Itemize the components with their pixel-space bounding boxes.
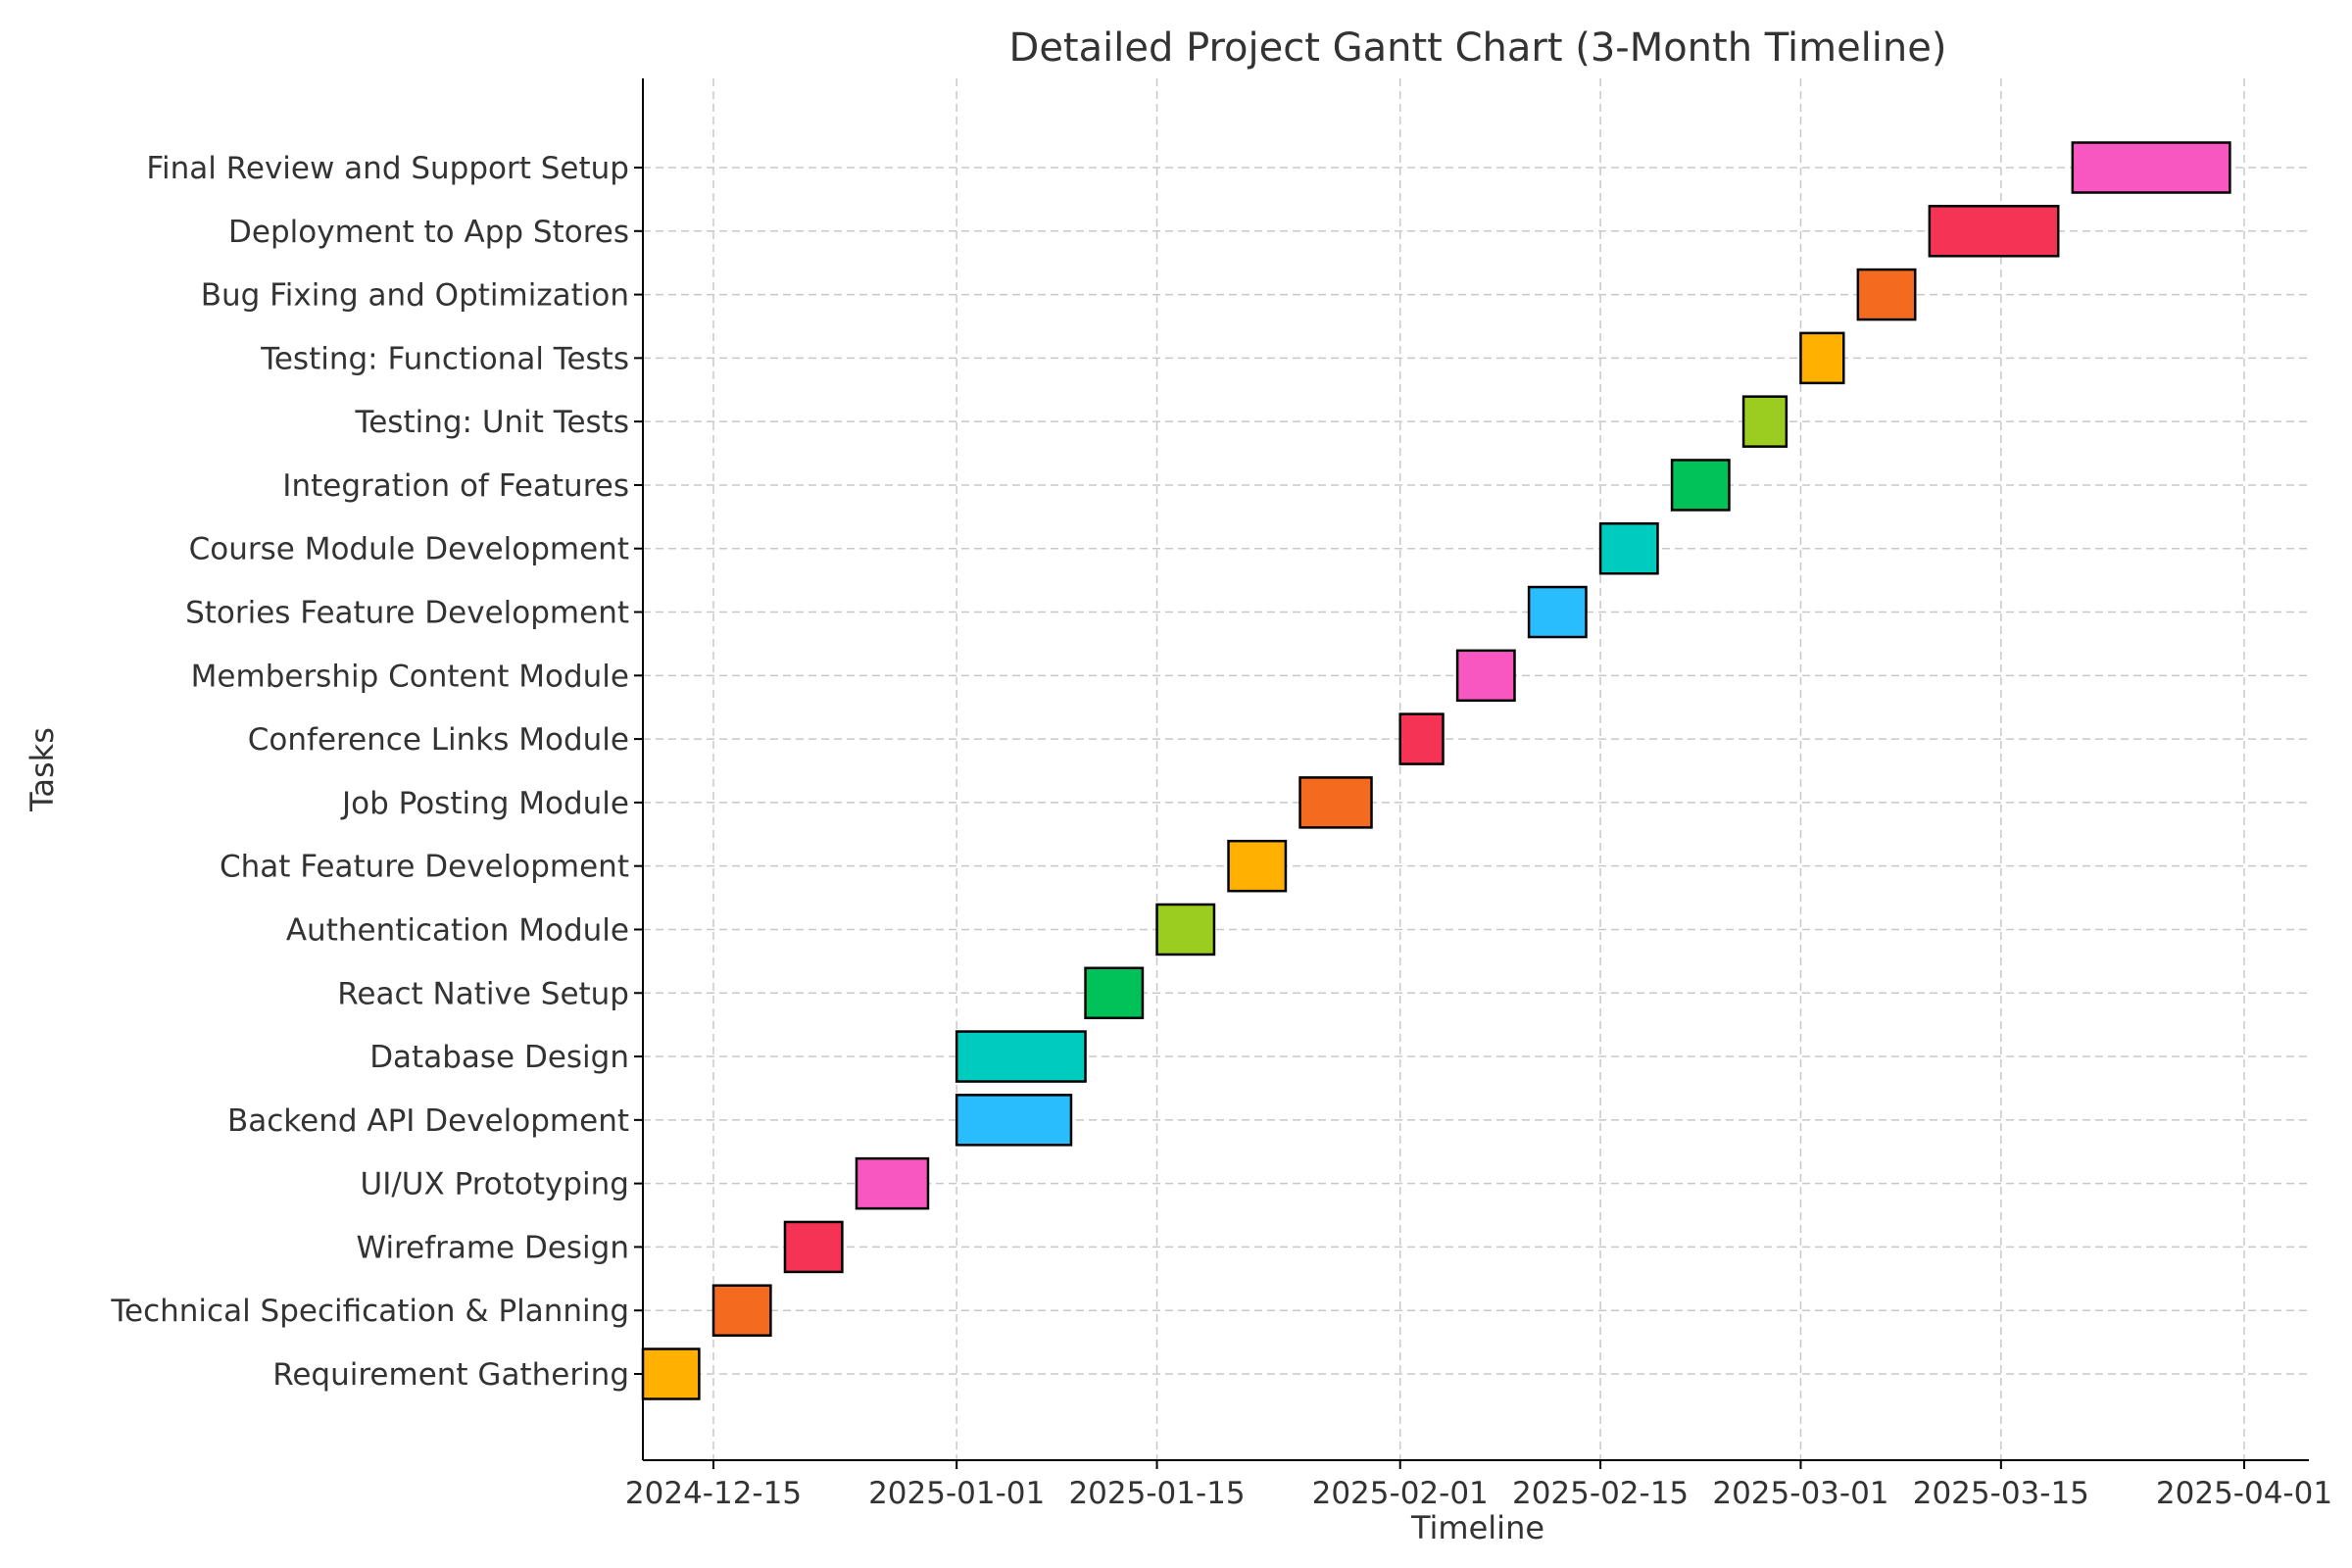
- y-tick-label: Stories Feature Development: [185, 596, 629, 631]
- y-tick-label: Course Module Development: [189, 532, 629, 567]
- task-bar: [713, 1286, 770, 1336]
- x-axis-label: Timeline: [1410, 1509, 1544, 1546]
- y-tick-label: Integration of Features: [282, 468, 629, 504]
- x-tick-label: 2025-04-01: [2156, 1476, 2332, 1511]
- task-bar: [1529, 587, 1586, 637]
- task-bar: [643, 1349, 699, 1399]
- bar-layer: [643, 143, 2230, 1399]
- task-bar: [1930, 206, 2058, 256]
- chart-title: Detailed Project Gantt Chart (3-Month Ti…: [1009, 25, 1947, 71]
- y-tick-label: Technical Specification & Planning: [110, 1294, 629, 1329]
- y-tick-label: Authentication Module: [286, 912, 629, 948]
- task-bar: [1300, 777, 1372, 827]
- y-tick-label: React Native Setup: [337, 976, 629, 1011]
- task-bar: [1157, 905, 1214, 955]
- task-bar: [956, 1032, 1085, 1082]
- task-bar: [1800, 333, 1843, 383]
- y-tick-label: Bug Fixing and Optimization: [201, 278, 629, 314]
- axis-layer: 2024-12-15 2025-01-01 2025-01-15 2025-02-01…: [110, 78, 2332, 1511]
- task-bar: [1086, 968, 1143, 1018]
- task-bar: [1672, 460, 1729, 510]
- y-tick-label: Wireframe Design: [356, 1230, 629, 1265]
- y-tick-label: Requirement Gathering: [272, 1357, 629, 1393]
- y-tick-label: Deployment to App Stores: [228, 215, 629, 250]
- y-tick-label: UI/UX Prototyping: [361, 1167, 629, 1202]
- task-bar: [1743, 397, 1787, 447]
- task-bar: [1600, 523, 1657, 573]
- y-tick-label: Database Design: [369, 1040, 629, 1075]
- x-tick-label: 2025-03-15: [1913, 1476, 2089, 1511]
- y-tick-label: Testing: Unit Tests: [355, 405, 629, 440]
- task-bar: [1858, 270, 1915, 319]
- x-tick-label: 2025-01-01: [868, 1476, 1045, 1511]
- task-bar: [1400, 714, 1444, 764]
- task-bar: [785, 1222, 842, 1272]
- y-tick-label: Testing: Functional Tests: [260, 341, 629, 376]
- y-tick-label: Membership Content Module: [191, 659, 629, 694]
- x-tick-label: 2025-02-01: [1312, 1476, 1489, 1511]
- y-tick-label: Conference Links Module: [248, 722, 629, 758]
- x-tick-label: 2024-12-15: [625, 1476, 802, 1511]
- task-bar: [857, 1158, 928, 1208]
- y-tick-label: Chat Feature Development: [220, 850, 629, 885]
- x-tick-label: 2025-02-15: [1512, 1476, 1689, 1511]
- grid-layer: [643, 78, 2309, 1460]
- x-tick-label: 2025-01-15: [1068, 1476, 1245, 1511]
- task-bar: [956, 1095, 1071, 1145]
- x-tick-label: 2025-03-01: [1712, 1476, 1888, 1511]
- y-tick-label: Job Posting Module: [340, 786, 629, 821]
- task-bar: [1457, 651, 1514, 701]
- task-bar: [2073, 143, 2230, 193]
- y-tick-label: Final Review and Support Setup: [146, 151, 629, 186]
- task-bar: [1229, 841, 1286, 891]
- y-tick-label: Backend API Development: [227, 1103, 629, 1139]
- y-axis-label: Tasks: [24, 727, 61, 812]
